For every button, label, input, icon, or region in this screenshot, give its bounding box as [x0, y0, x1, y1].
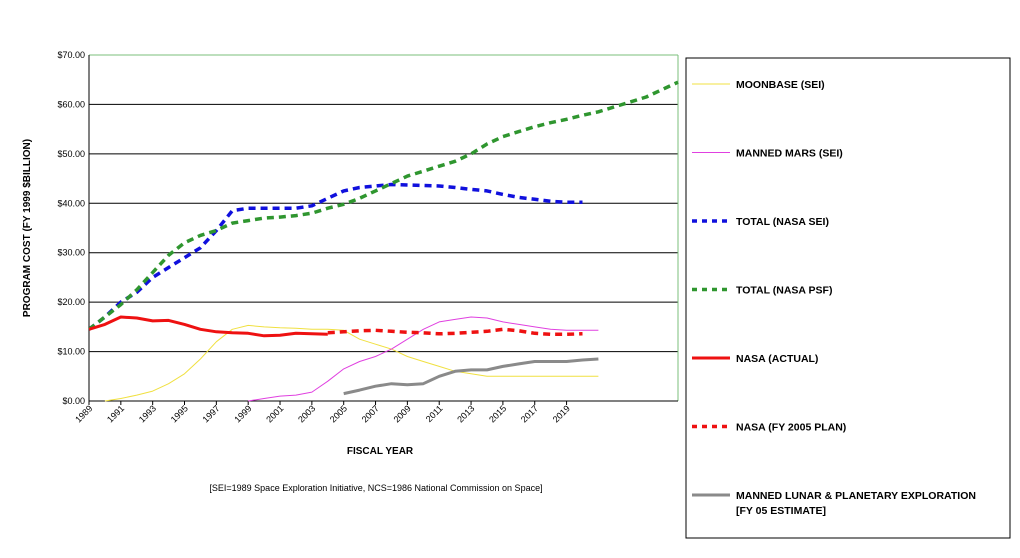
- legend-label-2: TOTAL (NASA SEI): [736, 216, 829, 228]
- series-line-6: [343, 357, 599, 396]
- legend-label-5: NASA (FY 2005 PLAN): [736, 422, 846, 434]
- x-axis-title: FISCAL YEAR: [347, 446, 414, 457]
- series-line-3: [87, 80, 679, 331]
- series-line-1: [248, 316, 599, 402]
- y-tick-label: $30.00: [57, 248, 85, 258]
- footnote: [SEI=1989 Space Exploration Initiative, …: [209, 483, 542, 493]
- y-tick-label: $20.00: [57, 297, 85, 307]
- legend-label-4: NASA (ACTUAL): [736, 353, 818, 365]
- y-tick-label: $0.00: [62, 396, 85, 406]
- y-axis-title: PROGRAM COST (FY 1999 $BILLION): [22, 139, 33, 317]
- legend-label-0: MOONBASE (SEI): [736, 79, 825, 91]
- legend-label-6-line2: [FY 05 ESTIMATE]: [736, 505, 826, 517]
- y-tick-label: $10.00: [57, 347, 85, 357]
- legend: MOONBASE (SEI) MANNED MARS (SEI) TOTAL (NA…: [692, 79, 976, 517]
- series-line-2: [87, 182, 583, 331]
- series-line-5: [327, 327, 583, 337]
- legend-box: [685, 57, 1011, 539]
- legend-label-3: TOTAL (NASA PSF): [736, 285, 832, 297]
- y-tick-label: $50.00: [57, 149, 85, 159]
- legend-label-6: MANNED LUNAR & PLANETARY EXPLORATION: [736, 490, 976, 502]
- y-tick-label: $60.00: [57, 99, 85, 109]
- legend-label-1: MANNED MARS (SEI): [736, 148, 843, 160]
- plot-area: $0.00 $10.00 $20.00 $30.00 $40.00 $50.00 $60.0…: [57, 50, 679, 425]
- series-line-0: [104, 324, 599, 402]
- y-tick-label: $40.00: [57, 198, 85, 208]
- series-line-4: [88, 315, 328, 338]
- y-tick-label: $70.00: [57, 50, 85, 60]
